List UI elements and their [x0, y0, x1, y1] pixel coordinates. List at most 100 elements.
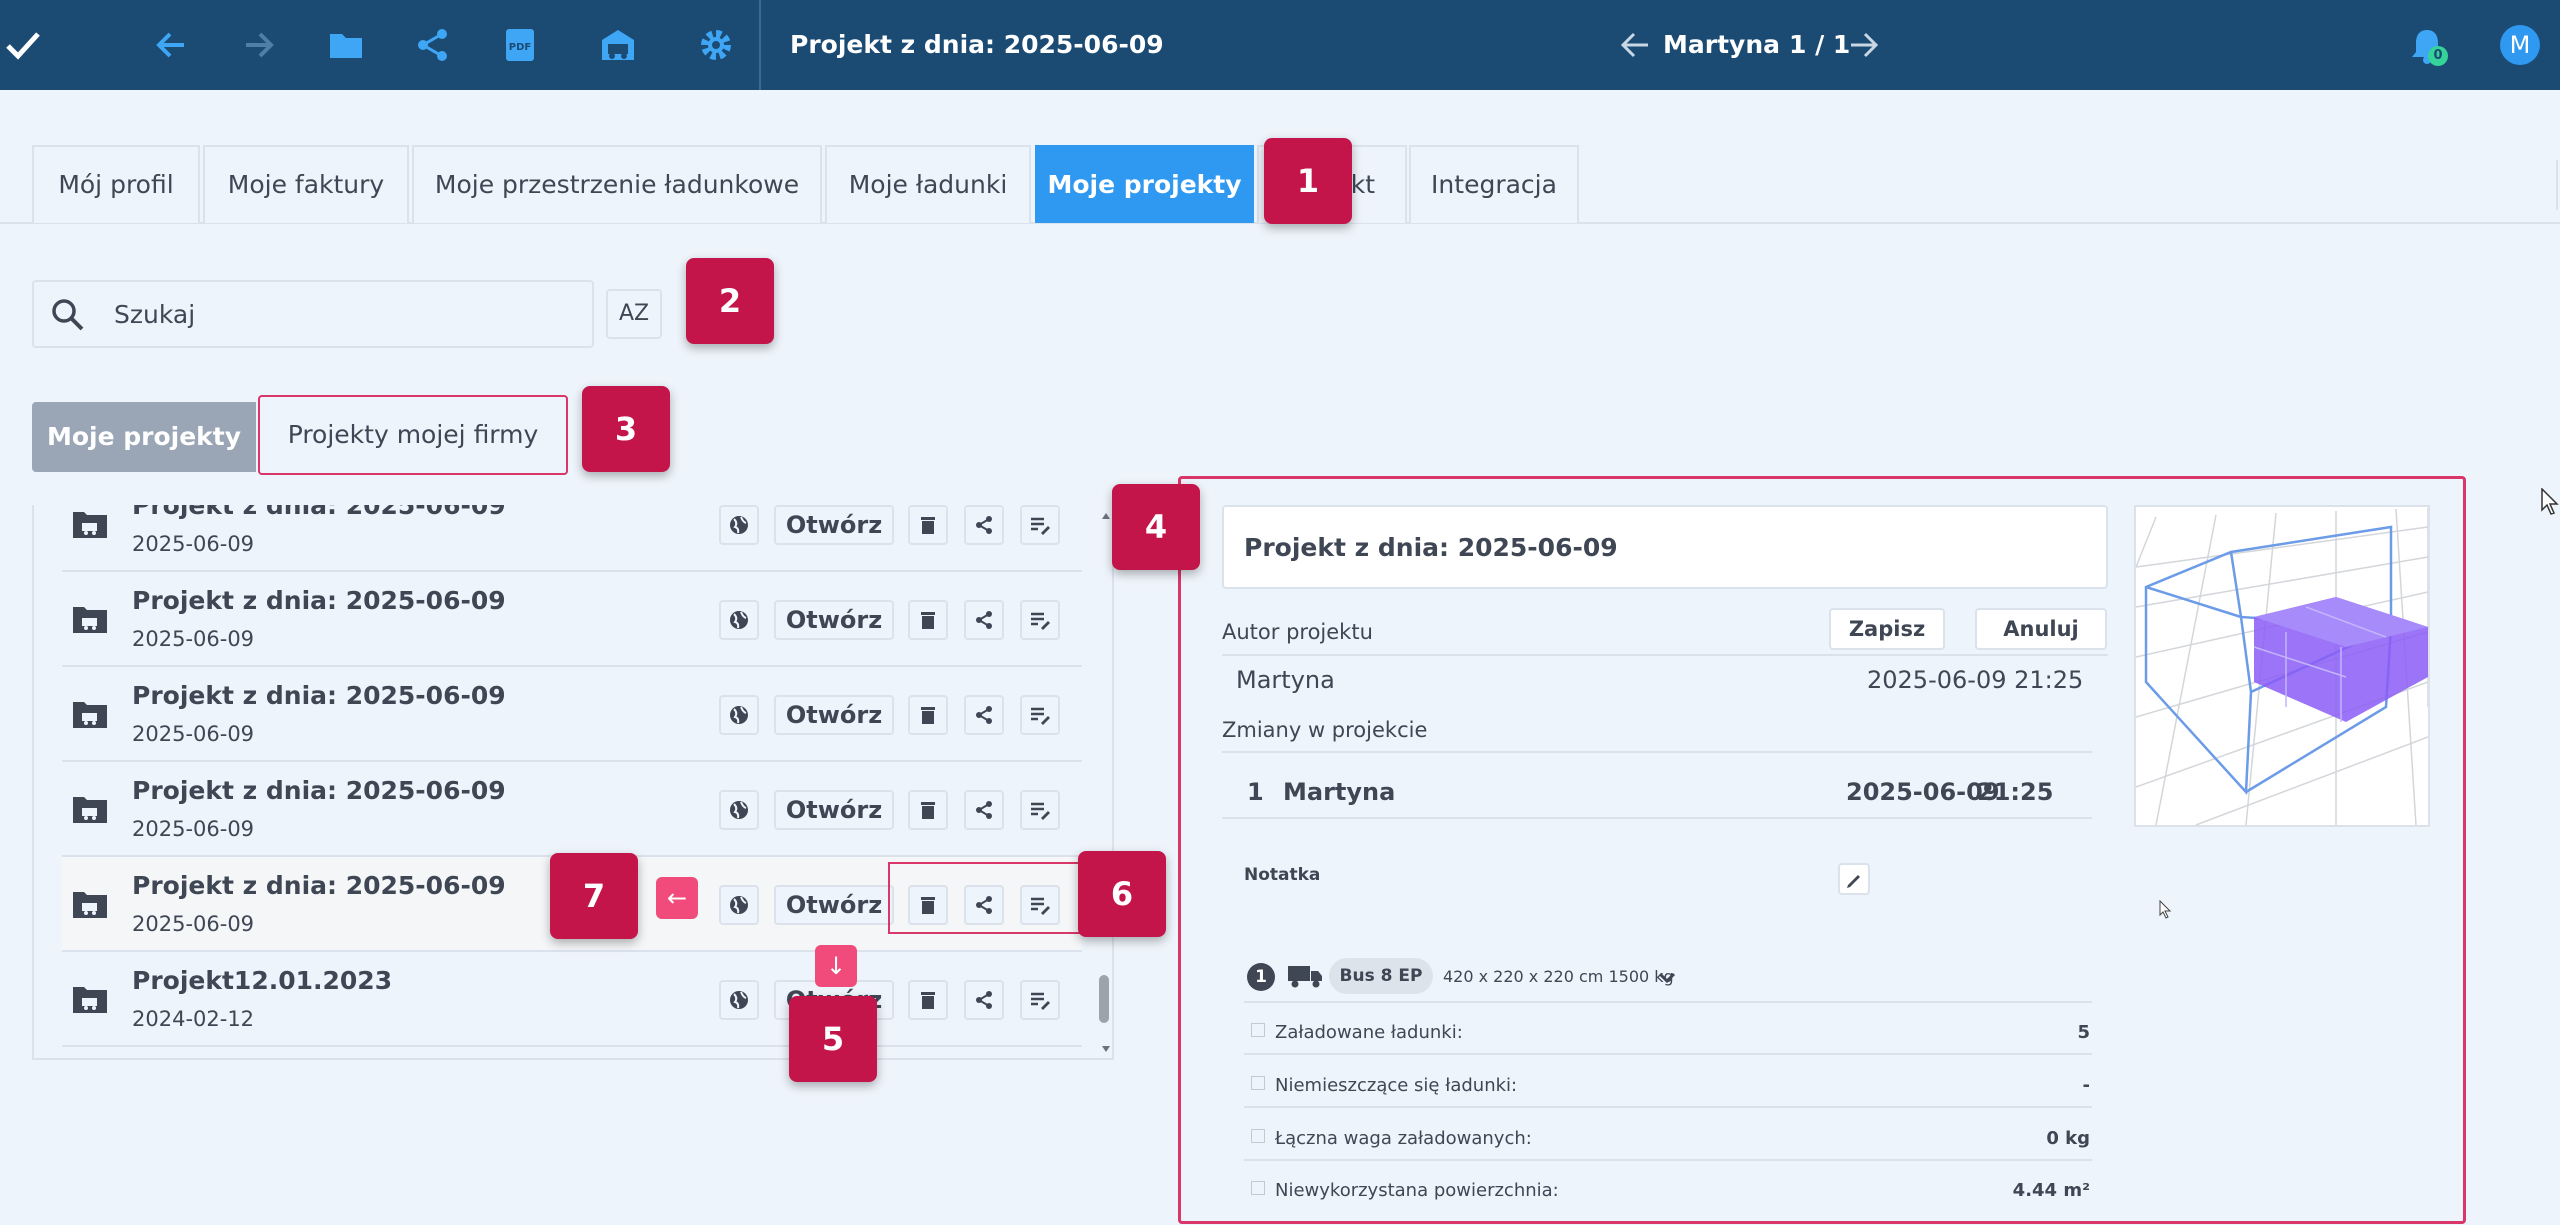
subtab-company-projects[interactable]: Projekty mojej firmy	[258, 395, 568, 475]
chevron-down-icon[interactable]	[1656, 968, 1678, 988]
project-title: Projekt z dnia: 2025-06-09	[132, 776, 506, 805]
tab-my-loads[interactable]: Moje ładunki	[825, 145, 1031, 223]
tab-my-projects[interactable]: Moje projekty	[1035, 145, 1254, 223]
publish-button[interactable]	[719, 600, 759, 640]
document-title: Projekt z dnia: 2025-06-09	[790, 30, 1164, 59]
share-icon	[976, 611, 992, 629]
delete-button[interactable]	[908, 885, 948, 925]
share-button[interactable]	[964, 600, 1004, 640]
folder-icon[interactable]	[327, 26, 365, 64]
project-title-field[interactable]: Projekt z dnia: 2025-06-09	[1222, 505, 2108, 589]
load-3d-preview[interactable]	[2134, 505, 2430, 827]
delete-button[interactable]	[908, 600, 948, 640]
share-button[interactable]	[964, 505, 1004, 545]
stat-weight-label: Łączna waga załadowanych:	[1275, 1128, 1532, 1149]
project-folder-icon	[73, 987, 107, 1013]
forward-arrow-icon[interactable]	[240, 26, 278, 64]
list-scrollbar[interactable]	[1098, 505, 1114, 1060]
list-item[interactable]: Projekt z dnia: 2025-06-09 2025-06-09 Ot…	[62, 505, 1082, 572]
save-button[interactable]: Zapisz	[1829, 608, 1945, 650]
publish-button[interactable]	[719, 505, 759, 545]
prev-user-arrow-icon[interactable]	[1616, 26, 1654, 64]
scrollbar-thumb[interactable]	[1099, 975, 1109, 1023]
next-user-arrow-icon[interactable]	[1845, 26, 1883, 64]
open-button[interactable]: Otwórz	[774, 600, 894, 640]
notes-button[interactable]	[1020, 790, 1060, 830]
open-button[interactable]: Otwórz	[774, 695, 894, 735]
share-icon	[976, 991, 992, 1009]
tab-integration[interactable]: Integracja	[1409, 145, 1579, 223]
share-icon[interactable]	[414, 26, 452, 64]
share-button[interactable]	[964, 695, 1004, 735]
project-folder-icon	[73, 607, 107, 633]
publish-button[interactable]	[719, 790, 759, 830]
tab-my-cargo-spaces[interactable]: Moje przestrzenie ładunkowe	[412, 145, 822, 223]
edit-notes-icon	[1031, 517, 1050, 535]
notes-button[interactable]	[1020, 600, 1060, 640]
share-button[interactable]	[964, 790, 1004, 830]
trash-icon	[921, 517, 935, 534]
project-date: 2025-06-09	[132, 817, 255, 841]
note-label: Notatka	[1244, 865, 1321, 885]
project-date: 2024-02-12	[132, 1007, 255, 1031]
share-button[interactable]	[964, 885, 1004, 925]
notes-button[interactable]	[1020, 695, 1060, 735]
notes-button[interactable]	[1020, 885, 1060, 925]
tab-my-invoices[interactable]: Moje faktury	[203, 145, 409, 223]
globe-icon	[730, 611, 748, 629]
author-label: Autor projektu	[1222, 620, 1373, 644]
share-button[interactable]	[964, 980, 1004, 1020]
delete-button[interactable]	[908, 980, 948, 1020]
vehicle-specs: 420 x 220 x 220 cm 1500 kg	[1443, 967, 1674, 986]
cancel-button[interactable]: Anuluj	[1975, 608, 2107, 650]
user-avatar[interactable]: M	[2500, 25, 2540, 65]
notes-button[interactable]	[1020, 980, 1060, 1020]
truck-garage-icon[interactable]	[599, 26, 637, 64]
delete-button[interactable]	[908, 505, 948, 545]
share-icon	[976, 516, 992, 534]
share-icon	[976, 896, 992, 914]
change-time: 21:25	[1977, 778, 2054, 806]
list-item[interactable]: Projekt12.01.2023 2024-02-12 Otwórz	[62, 952, 1082, 1047]
publish-button[interactable]	[719, 980, 759, 1020]
pdf-icon[interactable]: PDF	[501, 26, 539, 64]
project-date: 2025-06-09	[132, 627, 255, 651]
project-folder-icon	[73, 702, 107, 728]
publish-button[interactable]	[719, 695, 759, 735]
stat-weight-value: 0 kg	[2046, 1128, 2090, 1149]
tab-my-profile[interactable]: Mój profil	[32, 145, 200, 223]
stat-loaded-label: Załadowane ładunki:	[1275, 1022, 1463, 1043]
open-button[interactable]: Otwórz	[774, 885, 894, 925]
publish-button[interactable]	[719, 885, 759, 925]
open-button[interactable]: Otwórz	[774, 790, 894, 830]
back-arrow-icon[interactable]	[152, 26, 190, 64]
share-icon	[976, 706, 992, 724]
step-badge-6: 6	[1078, 851, 1166, 937]
loaded-cargo-icon	[1251, 1023, 1265, 1037]
globe-icon	[730, 801, 748, 819]
project-title: Projekt z dnia: 2025-06-09	[132, 681, 506, 710]
list-item[interactable]: Projekt z dnia: 2025-06-09 2025-06-09 Ot…	[62, 667, 1082, 762]
list-item[interactable]: Projekt z dnia: 2025-06-09 2025-06-09 Ot…	[62, 572, 1082, 667]
trash-icon	[921, 992, 935, 1009]
checkmark-icon[interactable]	[4, 26, 42, 64]
edit-note-button[interactable]	[1838, 863, 1870, 895]
delete-button[interactable]	[908, 695, 948, 735]
subtab-my-projects[interactable]: Moje projekty	[32, 402, 256, 472]
toolbar-separator	[759, 0, 761, 90]
trash-icon	[921, 897, 935, 914]
sort-az-button[interactable]: AZ	[606, 289, 662, 339]
author-name: Martyna	[1236, 666, 1335, 694]
notes-button[interactable]	[1020, 505, 1060, 545]
step-badge-7: 7	[550, 853, 638, 939]
change-date: 2025-06-09	[1846, 778, 2000, 806]
arrow-down-icon: ↓	[815, 945, 857, 987]
stat-unfit-label: Niemieszczące się ładunki:	[1275, 1075, 1518, 1096]
settings-gear-icon[interactable]	[697, 26, 735, 64]
search-input[interactable]	[114, 296, 574, 332]
list-item[interactable]: Projekt z dnia: 2025-06-09 2025-06-09 Ot…	[62, 762, 1082, 857]
stat-unfit-value: -	[2082, 1075, 2090, 1096]
pencil-icon	[1847, 875, 1860, 888]
open-button[interactable]: Otwórz	[774, 505, 894, 545]
delete-button[interactable]	[908, 790, 948, 830]
